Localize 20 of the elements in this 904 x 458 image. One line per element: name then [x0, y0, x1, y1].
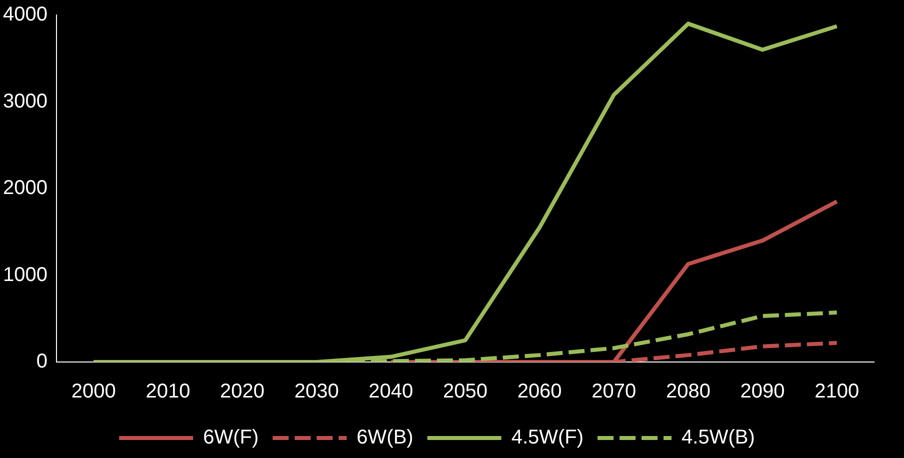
x-tick-label: 2100 [814, 380, 860, 403]
y-tick-label: 3000 [2, 90, 48, 112]
x-tick-label: 2020 [220, 380, 265, 403]
x-tick-label: 2090 [740, 380, 785, 403]
x-tick-label: 2040 [368, 380, 414, 403]
x-tick-label: 2080 [666, 380, 710, 403]
legend-label: 6W(B) [356, 426, 414, 449]
y-tick-label: 0 [36, 350, 48, 373]
y-tick-label: 4000 [2, 4, 48, 26]
x-tick-label: 2060 [517, 380, 562, 403]
x-tick-label: 2010 [146, 380, 190, 403]
x-tick-label: 2030 [294, 380, 339, 403]
x-tick-label: 2000 [71, 380, 116, 403]
legend-label: 4.5W(B) [682, 426, 755, 449]
legend-label: 4.5W(F) [511, 426, 584, 449]
y-tick-label: 2000 [2, 177, 48, 200]
x-tick-label: 2050 [442, 380, 488, 403]
x-tick-label: 2070 [592, 380, 636, 403]
legend-label: 6W(F) [203, 426, 259, 449]
y-tick-label: 1000 [2, 264, 48, 286]
